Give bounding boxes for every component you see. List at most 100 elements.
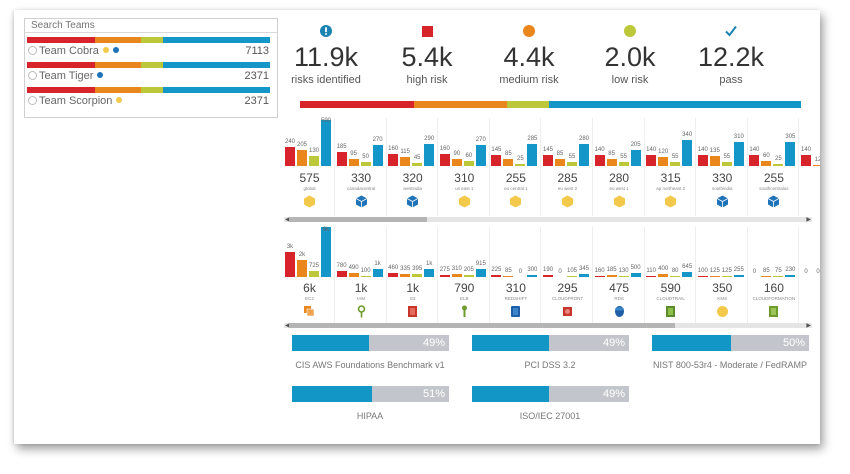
bar-value-label: 140 [749, 147, 760, 154]
bar-medium [463, 161, 474, 166]
column-name: global [303, 186, 316, 191]
bar-value-label: 300 [527, 266, 538, 273]
service-column[interactable]: 780 490 100 1k 1k IAM [336, 227, 387, 323]
team-risk-segment [95, 37, 142, 43]
bar-critical [594, 275, 605, 277]
team-radio[interactable] [28, 71, 37, 80]
bar-high [400, 274, 411, 277]
scroll-left-icon[interactable]: ◀ [285, 323, 290, 329]
service-column[interactable]: 225 85 0 300 310 REDSHIFT [490, 227, 542, 323]
stat-risks-identified[interactable]: 11.9k risks identified [276, 24, 376, 86]
bar-pass [475, 269, 486, 277]
stat-medium-risk[interactable]: 4.4k medium risk [479, 24, 579, 86]
team-risk-segment [27, 87, 96, 93]
bar-medium [360, 276, 371, 277]
regions-scroll-thumb[interactable] [289, 217, 427, 222]
scroll-right-icon[interactable]: ▶ [806, 323, 811, 329]
bar-value-label: 95 [350, 150, 357, 157]
bar-critical [543, 154, 553, 166]
team-item[interactable]: Team Tiger 2371 [25, 59, 277, 83]
compliance-card[interactable]: 49% PCI DSS 3.2 [464, 330, 636, 378]
bar-value-label: 140 [800, 147, 811, 154]
scroll-right-icon[interactable]: ▶ [806, 217, 811, 223]
team-item[interactable]: Team Cobra 7113 [25, 34, 277, 58]
bar-value-label: 1k [374, 260, 381, 267]
region-column[interactable]: 140 60 25 305 255 southcentralus [748, 118, 800, 216]
services-scrollbar[interactable]: ◀ ▶ [284, 323, 812, 329]
team-count: 2371 [244, 95, 269, 107]
compliance-card[interactable]: 49% ISO/IEC 27001 [464, 381, 636, 429]
compliance-card[interactable]: 51% HIPAA [284, 381, 456, 429]
service-column[interactable]: 190 0 105 345 295 CLOUDFRONT [542, 227, 593, 323]
bar-value-label: 255 [733, 266, 744, 273]
bar-medium [773, 164, 784, 166]
region-column[interactable]: 140 135 55 310 330 southindia [697, 118, 748, 216]
bar-value-label: 125 [721, 267, 732, 274]
bar-high [606, 275, 617, 277]
team-item[interactable]: Team Scorpion 2371 [25, 84, 277, 108]
team-radio[interactable] [28, 46, 37, 55]
region-column[interactable]: 185 95 50 270 330 canadacentral [336, 118, 387, 216]
column-total: 320 [402, 171, 423, 185]
service-column[interactable]: 3k 2k 725 6k 6k EC2 [284, 227, 335, 323]
bar-value-label: 280 [578, 136, 589, 143]
bar-value-label: 270 [372, 137, 383, 144]
bar-pass [424, 143, 435, 166]
scroll-left-icon[interactable]: ◀ [285, 217, 290, 223]
region-column[interactable]: 240 205 130 590 575 global [284, 118, 335, 216]
column-total: 475 [609, 281, 630, 295]
stat-pass[interactable]: 12.2k pass [681, 24, 781, 86]
compliance-card[interactable]: 49% CIS AWS Foundations Benchmark v1 [284, 330, 456, 378]
s3-icon [406, 305, 419, 318]
stat-high-risk[interactable]: 5.4k high risk [377, 24, 477, 86]
bar-value-label: 645 [682, 263, 693, 270]
bar-value-label: 85 [608, 151, 615, 158]
bar-high [606, 159, 617, 166]
search-teams-input[interactable] [25, 19, 277, 33]
bar-high [658, 273, 669, 277]
bar-value-label: 310 [733, 134, 744, 140]
compliance-progress-bar: 49% [472, 335, 629, 351]
bar-value-label: 500 [630, 264, 641, 271]
team-radio[interactable] [28, 96, 37, 105]
region-column[interactable]: 140 85 55 205 280 eu west 1 [594, 118, 645, 216]
team-risk-segment [95, 62, 142, 68]
service-column[interactable]: 0 85 75 230 160 CLOUDFORMATION [748, 227, 800, 323]
service-column[interactable]: 460 335 395 1k 1k S3 [387, 227, 439, 323]
column-name: IAM [357, 296, 366, 301]
bar-pass [579, 274, 589, 277]
bar-pass [372, 145, 383, 166]
bar-value-label: 110 [646, 268, 656, 275]
stat-label: risks identified [291, 74, 361, 86]
service-column[interactable]: 275 310 205 915 790 ELB [439, 227, 490, 323]
region-column[interactable]: 160 115 45 290 320 westindia [387, 118, 439, 216]
services-scroll-thumb[interactable] [289, 323, 675, 328]
bar-critical [439, 153, 450, 166]
stat-low-risk[interactable]: 2.0k low risk [580, 24, 680, 86]
region-column[interactable]: 145 85 55 280 285 eu west 2 [542, 118, 593, 216]
region-column[interactable]: 160 90 60 270 310 us east 1 [439, 118, 490, 216]
service-column[interactable]: 00001 [800, 227, 820, 323]
bar-medium [721, 161, 732, 166]
column-total: 255 [505, 171, 526, 185]
bar-high [297, 260, 307, 277]
region-column[interactable]: 145 85 25 285 255 eu central 1 [490, 118, 542, 216]
service-column[interactable]: 100 125 125 255 350 KMS [697, 227, 748, 323]
regions-scrollbar[interactable]: ◀ ▶ [284, 217, 812, 223]
bar-value-label: 310 [451, 266, 462, 273]
service-column[interactable]: 110 400 80 645 590 CLOUDTRAIL [645, 227, 697, 323]
compliance-card[interactable]: 50% NIST 800-53r4 - Moderate / FedRAMP [644, 330, 816, 378]
bar-value-label: 205 [296, 142, 307, 149]
service-column[interactable]: 160 185 130 500 475 RDS [594, 227, 645, 323]
bar-high [761, 276, 772, 277]
column-total: 1k [406, 281, 420, 295]
region-column[interactable]: 14012002sa [800, 118, 820, 216]
circle-orange-icon [479, 24, 579, 38]
hexagon-yellow [819, 195, 820, 208]
bar-medium [721, 275, 732, 277]
bar-medium [463, 275, 474, 277]
region-column[interactable]: 140 120 55 340 315 ap northeast 2 [645, 118, 697, 216]
bar-value-label: 55 [620, 153, 627, 160]
bar-value-label: 100 [360, 268, 371, 275]
cube-blue [406, 195, 419, 208]
